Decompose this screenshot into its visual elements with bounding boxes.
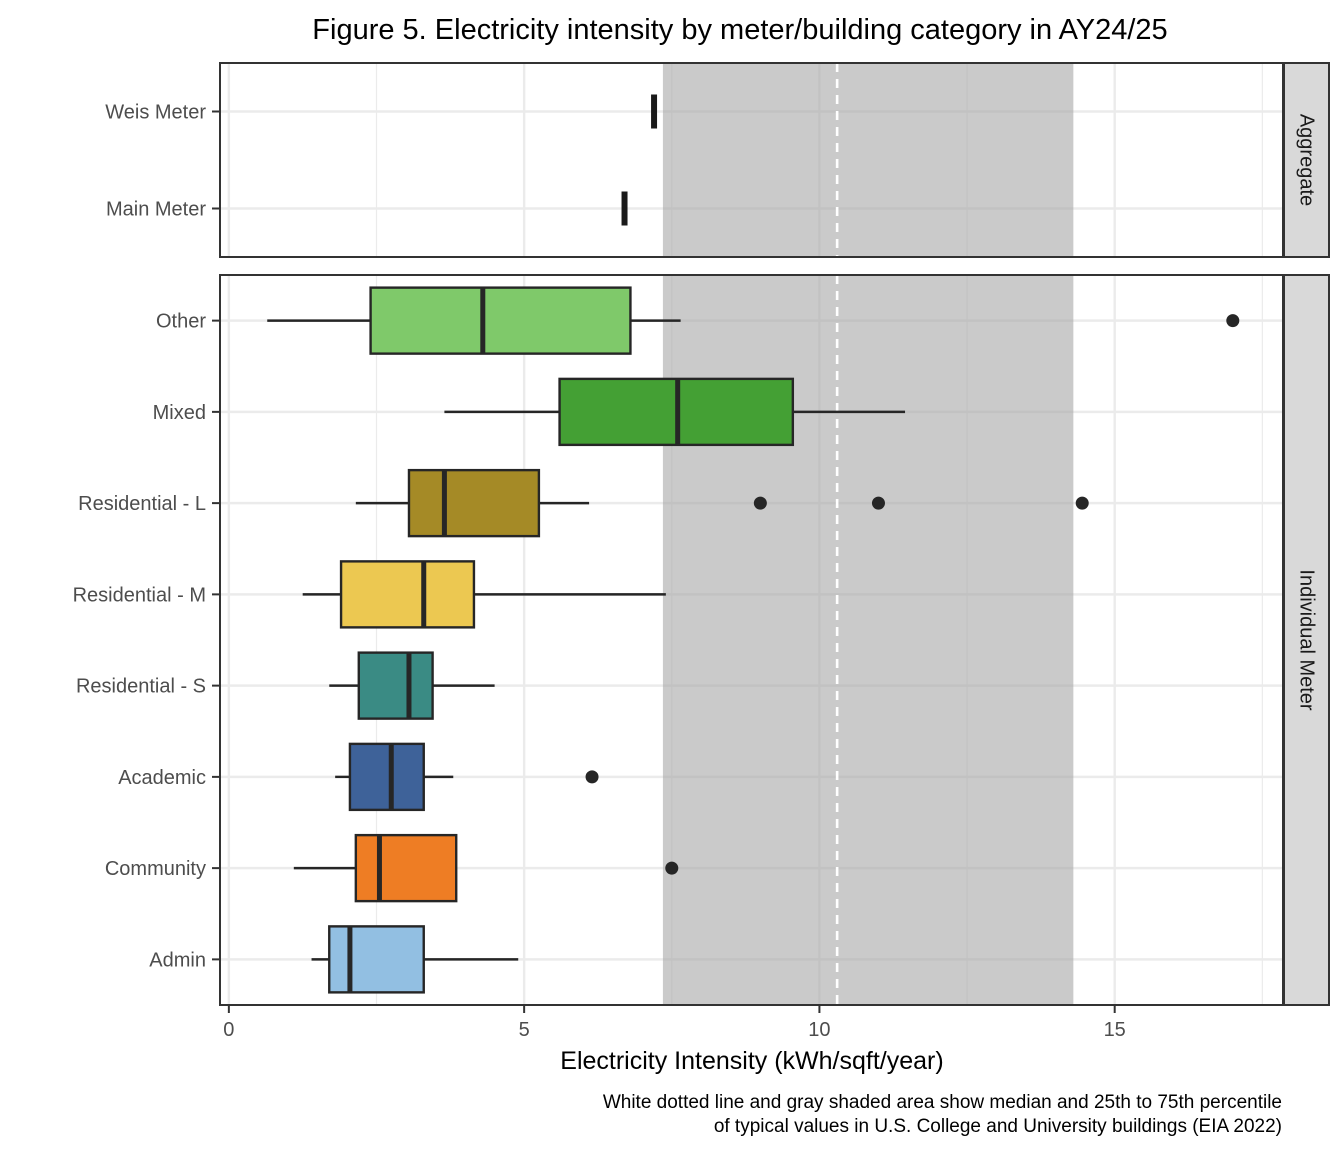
facet-panel-individual-meter: Other Mixed Residential - L Residential - M… <box>73 274 1330 1006</box>
y-tick-label-other: Other <box>156 311 206 333</box>
reference-iqr-band <box>662 63 1074 257</box>
box-residential-m <box>339 560 476 629</box>
chart-title: Figure 5. Electricity intensity by meter… <box>312 14 1167 46</box>
y-tick-label-main-meter: Main Meter <box>106 199 206 221</box>
facet-panel-aggregate: Weis Meter Main Meter Aggregate <box>105 62 1330 258</box>
outlier-point-residential-l-0 <box>753 496 767 510</box>
x-tick-label: 0 <box>223 1019 234 1041</box>
facet-strip-label-aggregate: Aggregate <box>1296 114 1318 206</box>
outlier-point-other-0 <box>1226 314 1240 328</box>
x-axis: 0 5 10 15 <box>223 1005 1126 1041</box>
box-residential-s <box>357 651 434 720</box>
y-tick-label-mixed: Mixed <box>153 402 206 424</box>
y-tick-label-academic: Academic <box>118 767 206 789</box>
facet-strip <box>1283 62 1330 258</box>
facet-strip-label-individual-meter: Individual Meter <box>1296 569 1318 711</box>
box-admin <box>328 925 425 994</box>
y-tick-label-community: Community <box>105 858 206 880</box>
outlier-point-community-0 <box>665 861 679 875</box>
x-axis-title: Electricity Intensity (kWh/sqft/year) <box>560 1047 943 1075</box>
box-other <box>369 286 632 355</box>
outlier-point-residential-l-2 <box>1075 496 1089 510</box>
box-community <box>354 833 458 903</box>
outlier-point-academic-0 <box>585 770 599 784</box>
caption-line-2: of typical values in U.S. College and Un… <box>714 1116 1282 1137</box>
y-tick-label-weis-meter: Weis Meter <box>105 102 206 124</box>
box-academic <box>348 742 425 812</box>
box-residential-l <box>407 468 541 538</box>
y-tick-label-residential-m: Residential - M <box>73 584 206 606</box>
caption-line-1: White dotted line and gray shaded area s… <box>603 1092 1282 1113</box>
x-tick-label: 5 <box>519 1019 530 1041</box>
y-tick-label-admin: Admin <box>149 949 206 971</box>
x-tick-label: 10 <box>808 1019 830 1041</box>
x-tick-label: 15 <box>1104 1019 1126 1041</box>
y-tick-label-residential-s: Residential - S <box>76 676 206 698</box>
y-tick-label-residential-l: Residential - L <box>78 493 206 515</box>
facet-strip <box>1283 274 1330 1006</box>
outlier-point-residential-l-1 <box>871 496 885 510</box>
